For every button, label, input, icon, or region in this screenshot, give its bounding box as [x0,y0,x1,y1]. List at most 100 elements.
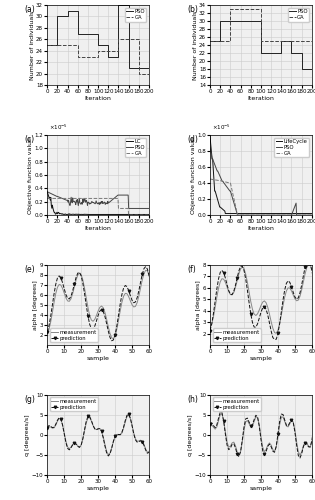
measurement [257,307,261,313]
Line: PSO: PSO [210,21,312,69]
PSO [279,38,283,44]
Line: measurement: measurement [210,265,315,334]
measurement [77,270,81,276]
PSO [208,144,212,150]
measurement [74,440,78,446]
GA [239,6,243,12]
PSO [249,18,253,24]
PSO [218,38,222,44]
measurement [149,444,152,450]
Legend: measurement, prediction: measurement, prediction [50,398,98,411]
GA [76,54,80,60]
measurement [274,330,278,336]
measurement [313,418,315,424]
Line: prediction: prediction [46,413,154,457]
Y-axis label: q [degrees/s]: q [degrees/s] [25,414,30,456]
LifeCycle [208,132,212,138]
Line: PSO: PSO [47,192,149,208]
GA [300,38,304,44]
prediction [283,287,287,293]
PSO [269,50,273,56]
Line: measurement: measurement [210,414,315,455]
prediction [313,414,315,420]
Y-axis label: Number of individuals: Number of individuals [192,10,198,80]
GA [251,212,255,218]
measurement [112,336,115,342]
measurement [237,271,241,277]
measurement [120,300,124,306]
GA [218,38,222,44]
GA [264,212,267,218]
GA [147,70,151,76]
PSO [209,147,213,153]
Line: LC: LC [47,192,149,214]
PSO [127,65,130,71]
Line: prediction: prediction [209,411,315,460]
prediction [98,308,102,314]
measurement [94,426,98,432]
PSO [147,19,151,25]
LifeCycle [209,140,213,146]
PSO [76,30,80,36]
Line: GA: GA [210,9,312,41]
GA [310,38,314,44]
measurement [242,427,246,433]
measurement [262,448,266,454]
prediction [151,435,154,441]
PSO [46,189,50,195]
measurement [151,288,154,294]
measurement [144,268,147,274]
PSO [55,14,59,20]
LC [89,212,92,218]
GA [117,36,120,43]
Text: (c): (c) [25,135,35,144]
PSO [239,18,243,24]
measurement [306,262,310,268]
GA [147,212,151,218]
Line: prediction: prediction [46,266,154,342]
PSO [310,212,314,218]
Text: (e): (e) [25,265,36,274]
LC [147,212,151,218]
X-axis label: Iteration: Iteration [85,96,112,101]
measurement [94,312,98,318]
prediction [257,315,261,321]
prediction [240,263,244,269]
PSO [137,65,141,71]
measurement [240,264,244,270]
PSO [251,212,255,218]
GA [218,38,222,44]
Line: measurement: measurement [47,270,152,338]
GA [137,70,141,76]
Line: GA: GA [47,198,149,215]
prediction [262,452,266,458]
GA [137,36,141,43]
prediction [261,305,265,311]
Text: $\times10^{-5}$: $\times10^{-5}$ [212,122,231,132]
PSO [289,50,293,56]
PSO [83,196,86,202]
PSO [259,18,263,24]
measurement [98,304,102,310]
PSO [54,193,58,199]
GA [45,42,49,48]
measurement [283,418,287,424]
prediction [242,424,246,430]
X-axis label: sample: sample [87,486,110,490]
Line: PSO: PSO [47,5,149,68]
prediction [298,455,302,461]
LifeCycle [246,210,249,216]
GA [269,38,273,44]
PSO [269,50,273,56]
PSO [86,30,90,36]
LifeCycle [251,210,255,216]
PSO [229,18,232,24]
measurement [259,434,263,440]
GA [100,196,104,202]
PSO [264,212,267,218]
prediction [45,424,49,430]
measurement [45,330,49,336]
Text: (g): (g) [25,395,36,404]
Y-axis label: Number of individuals: Number of individuals [30,10,35,80]
PSO [45,188,49,194]
